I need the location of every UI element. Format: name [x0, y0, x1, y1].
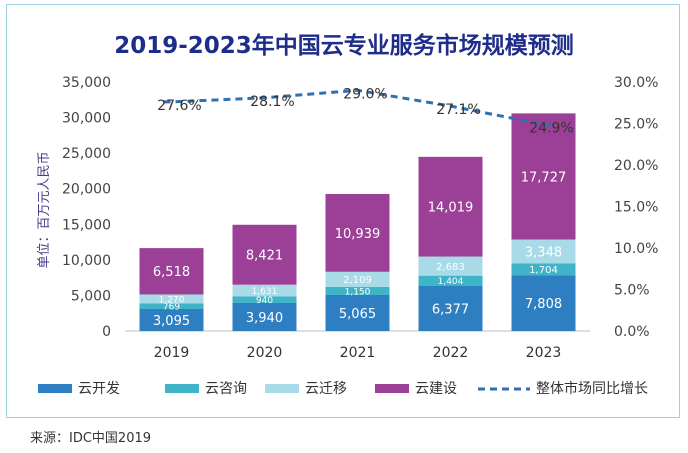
y2-tick-label: 5.0% — [614, 283, 650, 299]
source-note: 来源：IDC中国2019 — [30, 431, 152, 446]
bar-云咨询 — [418, 275, 483, 286]
legend-swatch — [375, 384, 409, 393]
legend-label: 云迁移 — [305, 381, 347, 397]
bar-云迁移 — [511, 239, 576, 264]
bar-云建设 — [511, 113, 576, 240]
y-tick-label: 20,000 — [62, 182, 111, 198]
bar-云迁移 — [325, 271, 390, 287]
bar-云咨询 — [325, 286, 390, 295]
bar-value-label: 1,270 — [159, 295, 185, 305]
y-tick-label: 15,000 — [62, 217, 111, 233]
bar-云建设 — [139, 248, 204, 295]
y2-tick-label: 15.0% — [614, 200, 658, 216]
growth-label: 24.9% — [529, 120, 573, 136]
legend-swatch — [265, 384, 299, 393]
x-tick-label: 2023 — [526, 345, 562, 361]
y-tick-label: 35,000 — [62, 75, 111, 91]
legend-swatch — [38, 384, 72, 393]
bar-value-label: 1,704 — [529, 265, 558, 276]
bar-value-label: 1,150 — [345, 287, 371, 297]
bar-云咨询 — [139, 303, 204, 309]
bar-云咨询 — [511, 263, 576, 276]
bar-value-label: 10,939 — [335, 227, 381, 242]
bar-云建设 — [325, 193, 390, 272]
chart-title: 2019-2023年中国云专业服务市场规模预测 — [114, 33, 574, 59]
y-tick-label: 5,000 — [71, 288, 111, 304]
bar-value-label: 6,518 — [153, 265, 190, 280]
bar-云开发 — [511, 275, 576, 331]
y-tick-label: 30,000 — [62, 111, 111, 127]
bar-value-label: 3,095 — [153, 314, 190, 329]
x-tick-label: 2021 — [340, 345, 376, 361]
x-tick-label: 2022 — [433, 345, 469, 361]
growth-label: 29.0% — [343, 86, 387, 102]
legend-label: 整体市场同比增长 — [536, 380, 648, 397]
bar-value-label: 769 — [163, 303, 180, 313]
bar-value-label: 2,683 — [436, 262, 465, 273]
bar-云咨询 — [232, 296, 297, 303]
bar-value-label: 14,019 — [428, 201, 474, 216]
bar-云建设 — [418, 156, 483, 257]
bar-value-label: 5,065 — [339, 307, 376, 322]
bar-value-label: 7,808 — [525, 297, 562, 312]
y2-tick-label: 30.0% — [614, 75, 658, 91]
bar-云建设 — [232, 224, 297, 285]
bar-云开发 — [139, 308, 204, 331]
growth-label: 27.1% — [436, 102, 480, 118]
legend-label: 云建设 — [415, 381, 457, 397]
bar-value-label: 1,404 — [438, 277, 464, 287]
bar-云迁移 — [232, 284, 297, 297]
legend-swatch — [165, 384, 199, 393]
bar-云迁移 — [139, 294, 204, 304]
legend-label: 云开发 — [78, 381, 120, 397]
chart-frame — [6, 4, 680, 418]
bar-value-label: 2,109 — [343, 275, 372, 286]
bar-value-label: 3,348 — [525, 245, 562, 260]
bar-value-label: 3,940 — [246, 311, 283, 326]
y-axis-label: 单位：百万元人民币 — [37, 151, 52, 268]
bar-value-label: 1,631 — [252, 287, 278, 297]
bar-value-label: 8,421 — [246, 249, 283, 264]
bar-value-label: 6,377 — [432, 302, 469, 317]
bar-云开发 — [232, 302, 297, 331]
growth-label: 27.6% — [157, 98, 201, 114]
y-tick-label: 0 — [102, 324, 111, 340]
y2-tick-label: 20.0% — [614, 158, 658, 174]
x-tick-label: 2019 — [154, 345, 190, 361]
legend-label: 云咨询 — [205, 381, 247, 397]
y2-tick-label: 0.0% — [614, 324, 650, 340]
bar-云开发 — [325, 294, 390, 331]
y-tick-label: 10,000 — [62, 253, 111, 269]
growth-line — [163, 88, 556, 127]
bar-云迁移 — [418, 256, 483, 276]
growth-label: 28.1% — [250, 94, 294, 110]
bar-value-label: 17,727 — [521, 170, 567, 185]
bar-云开发 — [418, 285, 483, 331]
bar-value-label: 940 — [256, 296, 273, 306]
y-tick-label: 25,000 — [62, 146, 111, 162]
x-tick-label: 2020 — [247, 345, 283, 361]
y2-tick-label: 25.0% — [614, 117, 658, 133]
y2-tick-label: 10.0% — [614, 241, 658, 257]
